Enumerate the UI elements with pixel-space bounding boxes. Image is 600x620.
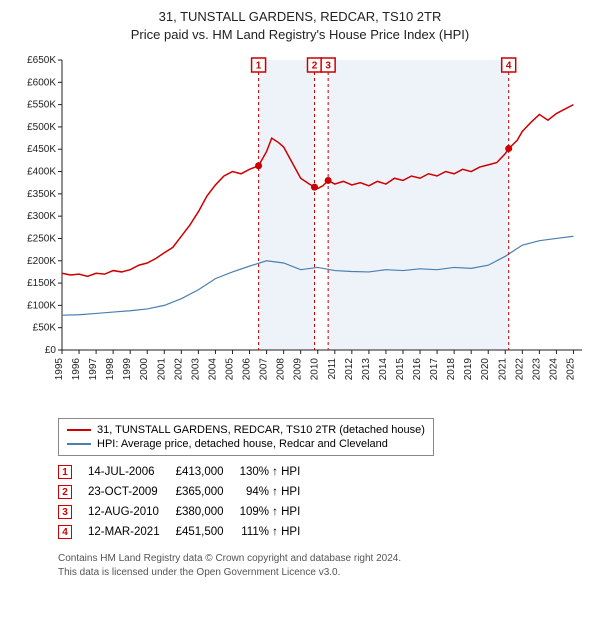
svg-text:2022: 2022 [514,358,525,381]
svg-text:2003: 2003 [190,358,201,381]
legend-item: 31, TUNSTALL GARDENS, REDCAR, TS10 2TR (… [67,423,425,437]
transaction-date: 12-MAR-2021 [88,522,176,542]
title-line-1: 31, TUNSTALL GARDENS, REDCAR, TS10 2TR [10,8,590,26]
transaction-row: 2 23-OCT-2009£365,00094% ↑ HPI [58,482,316,502]
svg-text:2011: 2011 [327,358,338,380]
transaction-price: £413,000 [176,462,240,482]
svg-text:2000: 2000 [139,358,150,381]
marker-icon: 2 [58,485,72,499]
transaction-price: £451,500 [176,522,240,542]
legend-item: HPI: Average price, detached house, Redc… [67,437,425,451]
svg-text:£450K: £450K [27,145,56,156]
title-line-2: Price paid vs. HM Land Registry's House … [10,26,590,44]
svg-text:£200K: £200K [27,256,56,267]
chart-container: 31, TUNSTALL GARDENS, REDCAR, TS10 2TR P… [0,0,600,590]
transaction-date: 23-OCT-2009 [88,482,176,502]
svg-text:£250K: £250K [27,234,56,245]
transaction-pct: 111% ↑ HPI [240,522,317,542]
legend-label: HPI: Average price, detached house, Redc… [97,438,388,450]
legend-label: 31, TUNSTALL GARDENS, REDCAR, TS10 2TR (… [97,424,425,436]
svg-text:2006: 2006 [242,358,253,381]
svg-text:2005: 2005 [224,358,235,381]
svg-text:£400K: £400K [27,167,56,178]
svg-text:£350K: £350K [27,189,56,200]
svg-text:1997: 1997 [88,358,99,381]
svg-text:£550K: £550K [27,100,56,111]
svg-text:2008: 2008 [276,358,287,381]
svg-text:1996: 1996 [71,358,82,381]
svg-text:2010: 2010 [310,358,321,381]
svg-text:2013: 2013 [361,358,372,381]
svg-text:£150K: £150K [27,278,56,289]
marker-icon: 3 [58,505,72,519]
transaction-pct: 109% ↑ HPI [240,502,317,522]
svg-text:2007: 2007 [259,358,270,381]
svg-text:2015: 2015 [395,358,406,381]
footnote-line: Contains HM Land Registry data © Crown c… [58,552,590,566]
transaction-row: 3 12-AUG-2010£380,000109% ↑ HPI [58,502,316,522]
svg-text:£650K: £650K [27,55,56,66]
chart: £0 £50K £100K £150K £200K £250K £300K £350K £400… [10,50,590,410]
svg-text:2018: 2018 [446,358,457,381]
transaction-row: 1 14-JUL-2006£413,000130% ↑ HPI [58,462,316,482]
svg-text:1999: 1999 [122,358,133,381]
svg-text:£0: £0 [45,345,57,356]
transaction-price: £365,000 [176,482,240,502]
svg-text:2016: 2016 [412,358,423,381]
svg-text:2024: 2024 [548,358,559,381]
svg-text:2009: 2009 [293,358,304,381]
transaction-pct: 94% ↑ HPI [240,482,317,502]
svg-text:£500K: £500K [27,122,56,133]
footnote-line: This data is licensed under the Open Gov… [58,566,590,580]
svg-text:£100K: £100K [27,301,56,312]
svg-text:2002: 2002 [173,358,184,381]
svg-text:£50K: £50K [33,323,57,334]
svg-text:2014: 2014 [378,358,389,381]
transaction-date: 12-AUG-2010 [88,502,176,522]
svg-text:2019: 2019 [463,358,474,381]
svg-text:1: 1 [256,61,262,72]
svg-text:£600K: £600K [27,78,56,89]
transaction-pct: 130% ↑ HPI [240,462,317,482]
svg-text:2017: 2017 [429,358,440,381]
svg-text:1998: 1998 [105,358,116,381]
svg-text:2021: 2021 [497,358,508,381]
legend-swatch [67,443,91,445]
svg-text:4: 4 [506,61,512,72]
svg-text:2001: 2001 [156,358,167,381]
svg-text:1995: 1995 [54,358,65,381]
marker-icon: 1 [58,465,72,479]
svg-text:£300K: £300K [27,212,56,223]
legend: 31, TUNSTALL GARDENS, REDCAR, TS10 2TR (… [58,418,434,456]
transactions-table: 1 14-JUL-2006£413,000130% ↑ HPI 2 23-OCT-20… [58,462,316,542]
svg-text:2020: 2020 [480,358,491,381]
svg-text:2023: 2023 [531,358,542,381]
svg-text:2012: 2012 [344,358,355,381]
footnote: Contains HM Land Registry data © Crown c… [58,552,590,580]
transaction-date: 14-JUL-2006 [88,462,176,482]
transaction-row: 4 12-MAR-2021£451,500111% ↑ HPI [58,522,316,542]
marker-icon: 4 [58,525,72,539]
svg-text:2: 2 [312,61,318,72]
svg-text:2025: 2025 [565,358,576,381]
legend-swatch [67,429,91,431]
svg-text:2004: 2004 [207,358,218,381]
transaction-price: £380,000 [176,502,240,522]
svg-text:3: 3 [325,61,331,72]
